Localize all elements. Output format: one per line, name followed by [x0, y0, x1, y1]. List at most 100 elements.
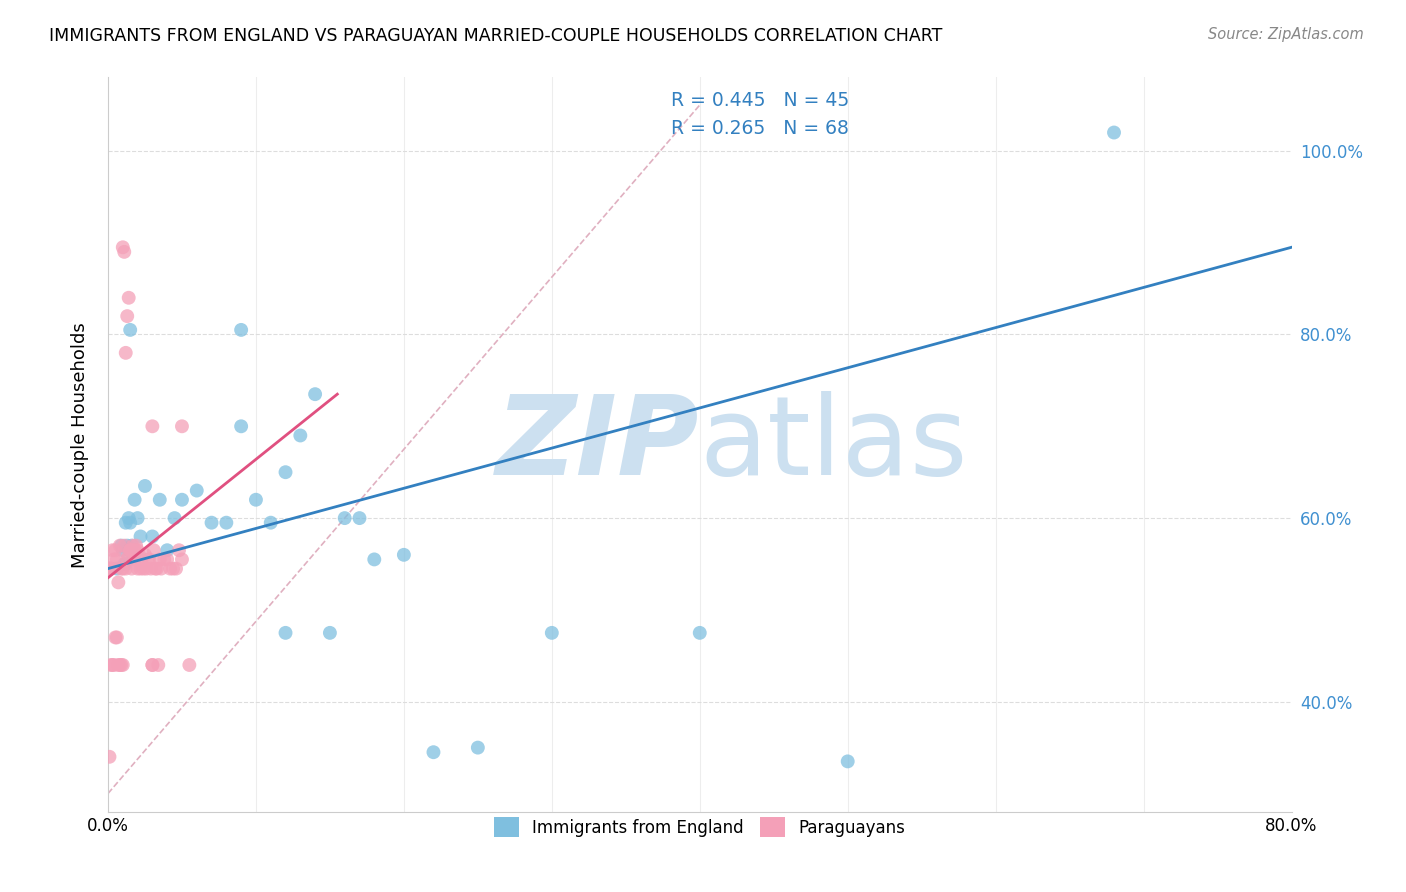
Y-axis label: Married-couple Households: Married-couple Households — [72, 322, 89, 567]
Point — [98, 749, 121, 764]
Point — [121, 539, 143, 553]
Point — [163, 511, 186, 525]
Point — [112, 244, 135, 259]
Point — [120, 516, 142, 530]
Point — [101, 658, 124, 673]
Point — [162, 561, 184, 575]
Point — [134, 479, 156, 493]
Point — [143, 561, 166, 575]
Point — [319, 625, 342, 640]
Point — [108, 539, 131, 553]
Point — [111, 658, 134, 673]
Point — [104, 543, 127, 558]
Point — [349, 511, 371, 525]
Point — [150, 561, 173, 575]
Point — [98, 561, 121, 575]
Point — [110, 561, 132, 575]
Point — [149, 552, 172, 566]
Point — [170, 419, 193, 434]
Point — [131, 557, 153, 571]
Point — [100, 561, 122, 575]
Point — [231, 323, 253, 337]
Point — [134, 548, 156, 562]
Point — [1102, 126, 1125, 140]
Point — [114, 346, 136, 360]
Point — [100, 658, 122, 673]
Point — [179, 658, 201, 673]
Point — [124, 552, 146, 566]
Point — [467, 740, 489, 755]
Point — [142, 543, 165, 558]
Point — [135, 561, 157, 575]
Point — [114, 516, 136, 530]
Point — [215, 516, 238, 530]
Point — [156, 552, 179, 566]
Point — [129, 529, 152, 543]
Point — [141, 419, 163, 434]
Point — [118, 548, 141, 562]
Point — [121, 543, 143, 558]
Point — [146, 561, 169, 575]
Point — [149, 492, 172, 507]
Point — [105, 561, 128, 575]
Point — [122, 543, 145, 558]
Point — [689, 625, 711, 640]
Point — [111, 240, 134, 254]
Point — [141, 658, 163, 673]
Point — [128, 548, 150, 562]
Point — [110, 539, 132, 553]
Point — [156, 543, 179, 558]
Point — [98, 561, 121, 575]
Point — [422, 745, 444, 759]
Point — [111, 561, 134, 575]
Point — [111, 543, 134, 558]
Point — [274, 465, 297, 479]
Point — [186, 483, 208, 498]
Text: atlas: atlas — [700, 392, 969, 498]
Point — [837, 755, 859, 769]
Point — [148, 658, 170, 673]
Point — [101, 543, 124, 558]
Point — [141, 529, 163, 543]
Point — [127, 511, 149, 525]
Point — [108, 658, 131, 673]
Point — [165, 561, 187, 575]
Point — [120, 543, 142, 558]
Point — [363, 552, 385, 566]
Point — [115, 539, 138, 553]
Point — [105, 631, 128, 645]
Point — [200, 516, 222, 530]
Point — [167, 543, 190, 558]
Point — [231, 419, 253, 434]
Point — [120, 543, 142, 558]
Text: IMMIGRANTS FROM ENGLAND VS PARAGUAYAN MARRIED-COUPLE HOUSEHOLDS CORRELATION CHAR: IMMIGRANTS FROM ENGLAND VS PARAGUAYAN MA… — [49, 27, 942, 45]
Point — [129, 561, 152, 575]
Point — [159, 561, 181, 575]
Point — [333, 511, 356, 525]
Text: R = 0.265   N = 68: R = 0.265 N = 68 — [671, 120, 849, 138]
Point — [112, 539, 135, 553]
Point — [107, 575, 129, 590]
Point — [107, 658, 129, 673]
Legend: Immigrants from England, Paraguayans: Immigrants from England, Paraguayans — [488, 810, 912, 844]
Point — [260, 516, 283, 530]
Point — [120, 323, 142, 337]
Point — [136, 552, 159, 566]
Text: R = 0.445   N = 45: R = 0.445 N = 45 — [671, 92, 849, 111]
Point — [124, 492, 146, 507]
Point — [112, 557, 135, 571]
Point — [540, 625, 562, 640]
Point — [132, 561, 155, 575]
Point — [124, 543, 146, 558]
Point — [290, 428, 312, 442]
Point — [122, 548, 145, 562]
Point — [139, 561, 162, 575]
Point — [170, 492, 193, 507]
Point — [274, 625, 297, 640]
Point — [125, 539, 148, 553]
Point — [118, 291, 141, 305]
Point — [127, 561, 149, 575]
Point — [141, 658, 163, 673]
Point — [103, 552, 125, 566]
Point — [110, 658, 132, 673]
